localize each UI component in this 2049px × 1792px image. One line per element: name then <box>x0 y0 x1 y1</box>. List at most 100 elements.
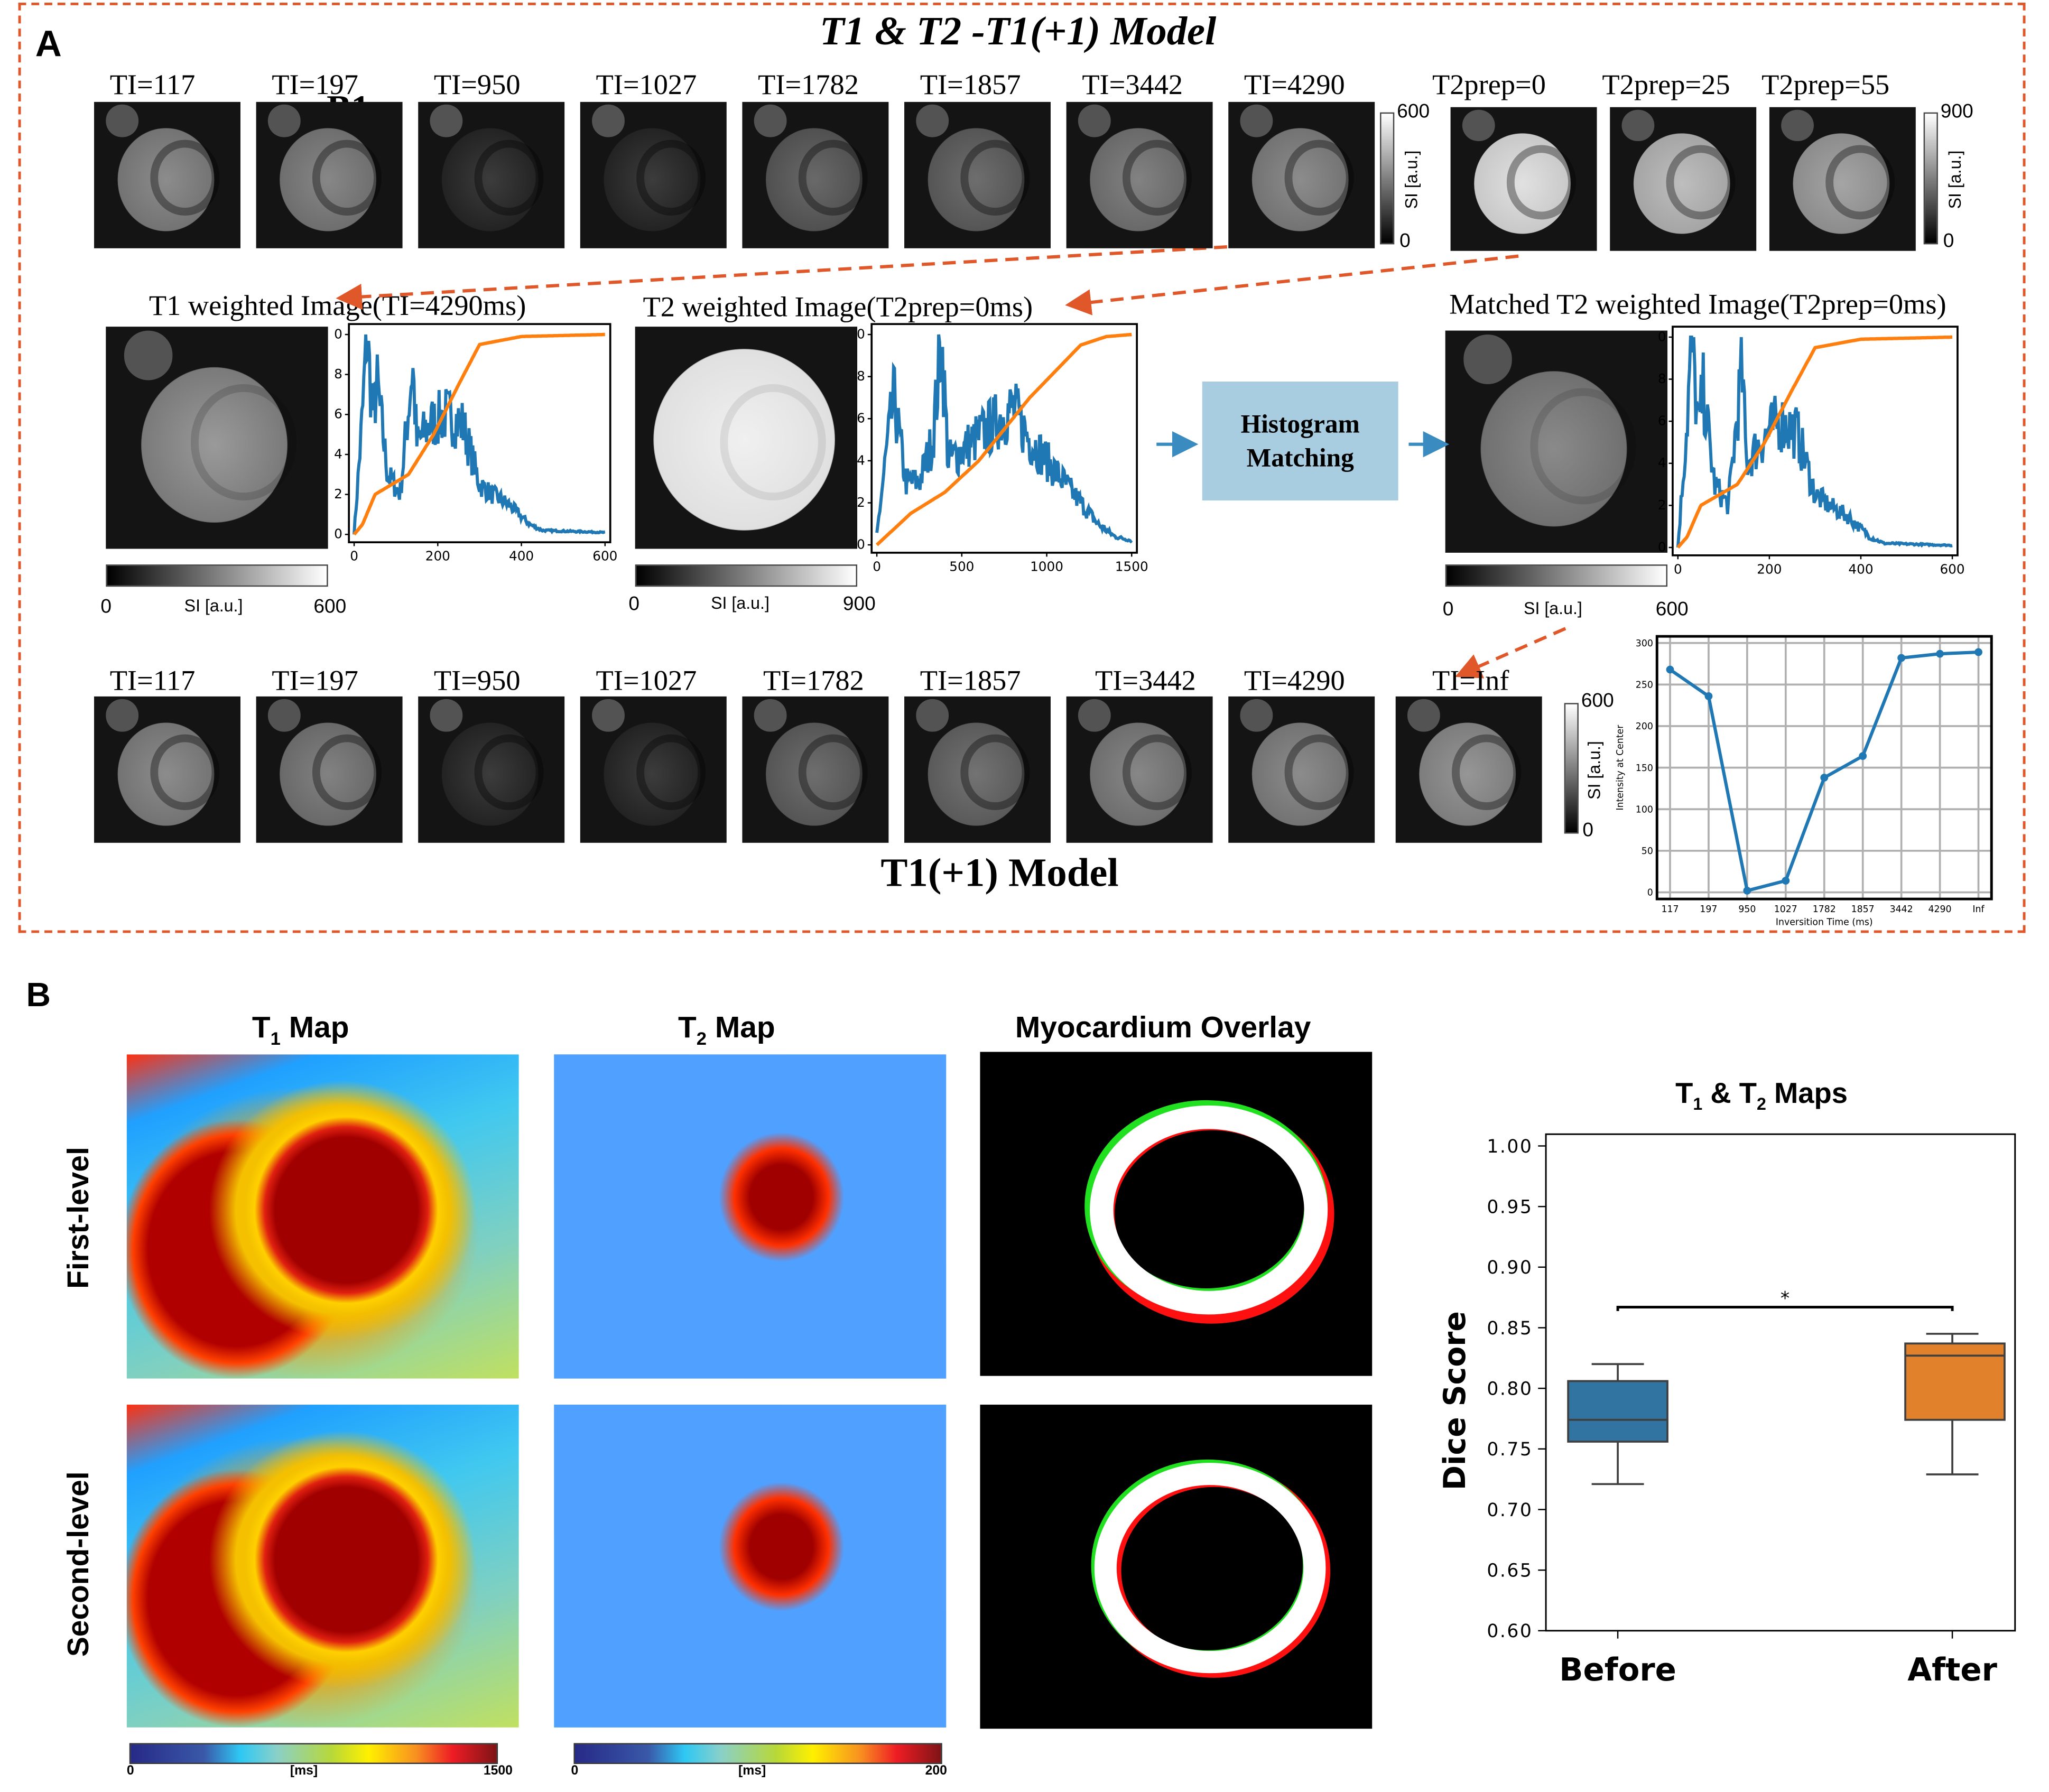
x-tick-label: 117 <box>1661 904 1679 915</box>
myocardium-overlay-second-level <box>980 1405 1373 1729</box>
boxplot-title-sub1: 1 <box>1693 1094 1703 1114</box>
row3-ti-label: TI=4290 <box>1244 664 1345 697</box>
dice-boxplot: 0.60 0.65 0.70 0.75 0.80 0.85 0.90 0.95 1.00 Befo… <box>1438 1133 2016 1688</box>
row1-t2prep-image <box>1769 107 1916 251</box>
t1-weighted-cb-min: 0 <box>100 596 112 618</box>
t2-weighted-image <box>635 327 858 549</box>
histogram-matching-line1: Histogram <box>1240 410 1360 439</box>
plot-frame <box>348 323 611 543</box>
y-tick-label: 0.2 <box>1657 497 1666 513</box>
panel-a-letter: A <box>35 23 62 64</box>
row3-ti-label: TI=3442 <box>1095 664 1196 697</box>
t1-weighted-colorbar <box>106 564 328 587</box>
y-axis-label: Intensity at Center <box>1615 725 1626 811</box>
arrow-to-ti-inf <box>1455 627 1566 679</box>
row1-ti-label: TI=1027 <box>596 68 697 101</box>
t2-weighted-cb-min: 0 <box>628 593 639 616</box>
cdf-line <box>353 332 605 536</box>
col-header-overlay: Myocardium Overlay <box>1015 1010 1311 1045</box>
y-tick-label: 100 <box>1636 804 1653 815</box>
row1-ti-label: TI=197 <box>272 68 358 101</box>
boxplot-title-t: T <box>1675 1076 1693 1110</box>
row1-ti-label: TI=1782 <box>758 68 859 101</box>
t2-map-colorbar <box>573 1743 942 1765</box>
row1-ti-image <box>1066 101 1213 248</box>
matched-colorbar <box>1445 564 1668 587</box>
significance-bracket <box>1616 1306 1954 1311</box>
colorbar-t2-min: 0 <box>1943 230 1954 253</box>
y-tick-label: 0.70 <box>1487 1500 1533 1521</box>
t1-cb-unit: [ms] <box>290 1764 318 1779</box>
histogram-matching-line2: Matching <box>1246 443 1354 472</box>
y-tick-label: 50 <box>1642 846 1653 857</box>
col-header-t2-rest: Map <box>707 1010 775 1044</box>
matched-image <box>1445 330 1668 553</box>
data-point <box>1782 877 1790 885</box>
x-tick-label: 600 <box>1940 561 1964 577</box>
row3-ti-label: TI=Inf <box>1432 664 1509 697</box>
colorbar-t1-gray <box>1380 112 1395 245</box>
data-point <box>1820 774 1829 782</box>
x-tick-label: 3442 <box>1890 904 1913 915</box>
data-point <box>1666 665 1674 674</box>
row-label-first-level: First-level <box>60 1147 95 1289</box>
y-tick-label: 0.0 <box>856 536 865 552</box>
col-header-t1-map: T1 Map <box>252 1010 349 1048</box>
colorbar-t1-max: 600 <box>1397 100 1430 123</box>
row1-t2prep-image <box>1450 107 1597 251</box>
row1-t2prep-label: T2prep=25 <box>1602 68 1730 101</box>
matched-histogram: 0.0 0.2 0.4 0.6 0.8 1.0 0 200 400 600 <box>1657 326 1965 577</box>
t2-cb-min: 0 <box>571 1764 579 1779</box>
x-axis-label: Inversition Time (ms) <box>1776 917 1873 928</box>
y-tick-label: 1.0 <box>1657 329 1666 344</box>
data-point <box>1743 887 1751 895</box>
plot-frame <box>1672 326 1959 556</box>
y-tick-label: 0.4 <box>856 452 865 468</box>
plot-frame <box>1655 635 1993 900</box>
t1-map-colorbar <box>129 1743 498 1765</box>
row3-ti-image <box>94 696 240 843</box>
x-tick-label: 200 <box>425 549 450 564</box>
y-tick-label: 0.80 <box>1487 1379 1533 1400</box>
y-tick-label: 150 <box>1636 763 1653 774</box>
t1-weighted-cb-label: SI [a.u.] <box>184 596 243 616</box>
row1-ti-image <box>904 101 1051 248</box>
y-tick-label: 0.6 <box>1657 413 1666 429</box>
arrow-to-t1-weighted <box>336 244 1248 310</box>
row3-ti-image <box>1228 696 1375 843</box>
row3-ti-label: TI=950 <box>433 664 521 697</box>
row3-ti-image <box>904 696 1051 843</box>
y-tick-label: 0.0 <box>1657 539 1666 554</box>
x-tick-label: 1000 <box>1030 559 1063 574</box>
x-tick-label: 0 <box>873 559 881 574</box>
col-header-t2-main: T <box>678 1010 697 1044</box>
panel-a-border <box>18 2 2026 933</box>
boxplot-title-rest: Maps <box>1766 1076 1848 1110</box>
row3-ti-label: TI=197 <box>272 664 358 697</box>
y-tick-label: 0.2 <box>333 486 342 502</box>
col-header-t2-map: T2 Map <box>678 1010 775 1048</box>
row1-ti-label: TI=1857 <box>920 68 1021 101</box>
y-tick-label: 0.90 <box>1487 1257 1533 1278</box>
t1-map-first-level <box>126 1054 519 1379</box>
y-tick-label: 0.8 <box>856 368 865 384</box>
row1-ti-label: TI=950 <box>433 68 521 101</box>
col-header-t1-rest: Map <box>280 1010 349 1044</box>
histogram-matching-box: Histogram Matching <box>1202 381 1398 501</box>
x-tick-label: 400 <box>1848 561 1873 577</box>
t2-weighted-colorbar <box>635 564 858 587</box>
matched-title: Matched T2 weighted Image(T2prep=0ms) <box>1449 287 1946 320</box>
panel-a-title: T1 & T2 -T1(+1) Model <box>819 7 1217 54</box>
y-tick-label: 0 <box>1647 888 1653 898</box>
t1-plus1-model-title: T1(+1) Model <box>880 849 1119 895</box>
colorbar-t2-gray <box>1923 112 1938 245</box>
y-tick-label: 1.0 <box>856 326 865 341</box>
y-tick-label: 0.4 <box>333 446 342 461</box>
y-tick-label: 0.0 <box>333 526 342 542</box>
y-tick-label: 250 <box>1636 680 1653 691</box>
t1-weighted-cb-max: 600 <box>313 596 347 618</box>
y-tick-label: 0.4 <box>1657 455 1666 470</box>
row1-ti-label: TI=3442 <box>1082 68 1183 101</box>
row3-ti-label: TI=117 <box>109 664 196 697</box>
row1-t2prep-label: T2prep=0 <box>1432 68 1546 101</box>
